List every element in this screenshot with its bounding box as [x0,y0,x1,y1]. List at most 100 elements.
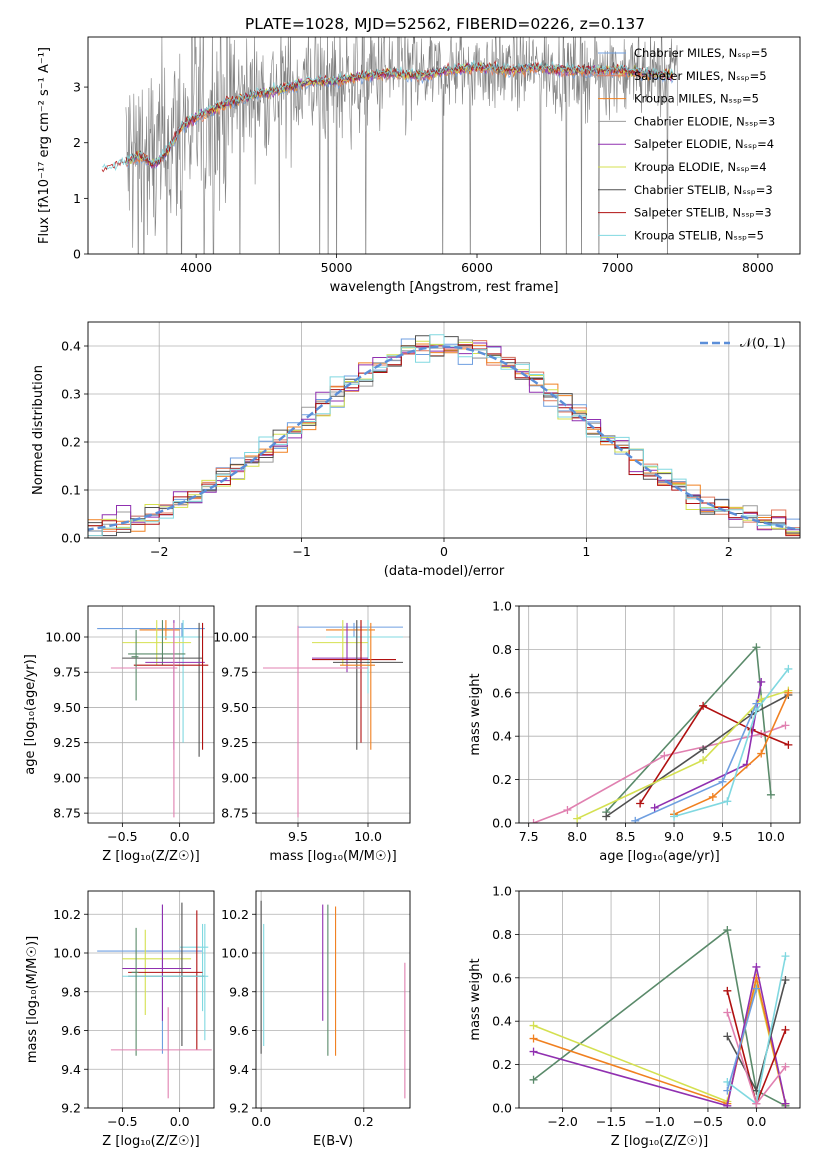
weight-marker [631,816,640,823]
weight-marker [529,1034,538,1043]
x-tick-label: −0.5 [107,829,137,844]
x-tick-label: 0.2 [354,1114,374,1129]
panel-spectrum: 4000 5000 6000 7000 8000 0 1 2 3 wavelength [Angs… [37,36,801,295]
y-tick-label: 9.75 [53,665,81,680]
legend-entry: Kroupa ELODIE, Nₛₛₚ=4 [634,160,767,174]
x-axis-label: mass [log₁₀(M/M☉)] [269,849,396,864]
y-tick-label: 10.0 [53,946,81,961]
weight-marker [636,799,645,808]
y-tick-label: 0.6 [492,685,512,700]
weight-line [726,988,758,1091]
legend-entry: Chabrier MILES, Nₛₛₚ=5 [634,46,768,60]
y-tick-label: 9.2 [229,1101,249,1116]
y-axis-label: age [log₁₀(age/yr)] [23,654,38,775]
weight-marker [718,777,727,786]
histogram-series-8 [88,334,800,537]
axes-age-vs-mass: 9.5 10.0 8.75 9.00 9.25 9.50 9.75 10.00 mass [lo… [213,605,411,864]
x-axis-label: Z [log₁₀(Z/Z☉)] [611,1134,708,1149]
y-tick-label: 3 [73,80,81,95]
y-tick-label: 0.4 [492,1014,512,1029]
x-tick-label: 8.5 [616,829,636,844]
x-axis-label: Z [log₁₀(Z/Z☉)] [102,1134,199,1149]
axes-mass-vs-Z: −0.5 0.0 9.2 9.4 9.6 9.8 10.0 10.2 Z [log₁₀(Z/Z☉… [25,890,215,1149]
weight-line [533,928,786,1107]
plot-area-weight-vs-Z [519,891,800,1108]
y-tick-label: 10.2 [53,907,81,922]
weight-marker [529,1021,538,1030]
y-tick-label: 9.8 [229,984,249,999]
x-axis-label: Z [log₁₀(Z/Z☉)] [102,849,199,864]
y-tick-label: 9.00 [53,770,81,785]
y-tick-label: 0.2 [61,435,81,450]
y-tick-label: 10.00 [45,630,81,645]
weight-marker [699,701,708,710]
y-axis-label: mass [log₁₀(M/M☉)] [25,936,40,1063]
weight-marker [660,751,669,760]
weight-line [639,704,789,804]
weight-marker [708,792,717,801]
weight-marker [573,814,582,823]
x-tick-label: 0.0 [170,1114,190,1129]
x-tick-label: 0 [440,544,448,559]
plot-area-spectrum [101,37,678,254]
x-tick-label: 8000 [742,260,774,275]
plot-area-age-vs-mass [256,606,410,823]
axes-spectrum: 4000 5000 6000 7000 8000 0 1 2 3 wavelength [Angs… [37,36,801,295]
weight-marker [784,740,793,749]
y-tick-label: 9.50 [221,700,249,715]
weight-marker [757,749,766,758]
weight-marker [766,790,775,799]
figure-title: PLATE=1028, MJD=52562, FIBERID=0226, z=0… [245,15,645,33]
y-tick-label: 0.4 [61,339,81,354]
weight-marker [670,812,679,821]
x-tick-label: −2 [150,544,168,559]
legend-entry: Salpeter ELODIE, Nₛₛₚ=4 [634,137,774,151]
panel-mass-vs-ebv: 0.0 0.2 9.2 9.4 9.6 9.8 10.0 10.2 E(B-V) [221,890,411,1149]
axes-frame [255,605,411,824]
axes-frame [255,890,411,1109]
weight-marker [723,1101,732,1108]
panel-weight-vs-Z: −2.0 −1.5 −1.0 −0.5 0.0 0.0 0.2 0.4 0.6 0.8 1.0 Z [… [468,884,801,1149]
plot-area-weight-vs-age [519,606,800,823]
x-tick-label: 5000 [321,260,353,275]
y-tick-label: 10.2 [221,907,249,922]
legend-entry: Salpeter STELIB, Nₛₛₚ=3 [634,206,772,220]
model-line-8 [101,60,674,172]
x-tick-label: 10.0 [757,829,785,844]
weight-marker [781,1062,790,1071]
panel-mass-vs-Z: −0.5 0.0 9.2 9.4 9.6 9.8 10.0 10.2 Z [log₁₀(Z/Z☉… [25,890,215,1149]
axes-weight-vs-age: 7.5 8.0 8.5 9.0 9.5 10.0 0.0 0.2 0.4 0.6 0.8 1.0 age… [468,599,801,864]
weight-marker [784,664,793,673]
weight-marker [529,1075,538,1084]
y-tick-label: 1 [73,191,81,206]
x-tick-label: −1.5 [596,1114,626,1129]
weight-marker [781,721,790,730]
panel-residuals: −2 −1 0 1 2 0.0 0.1 0.2 0.3 0.4 (data-model)/error… [31,321,801,579]
weight-marker [757,677,766,686]
x-tick-label: 0.0 [170,829,190,844]
x-tick-label: 9.5 [288,829,308,844]
y-tick-label: 9.25 [53,735,81,750]
weight-marker [784,688,793,697]
y-tick-label: 0.4 [492,729,512,744]
weight-marker [650,803,659,812]
axes-frame [87,605,215,824]
y-tick-label: 0.8 [492,642,512,657]
x-tick-label: 4000 [180,260,212,275]
x-axis-label: E(B-V) [313,1134,353,1149]
y-tick-label: 9.6 [61,1023,81,1038]
y-tick-label: 0.0 [492,816,512,831]
axes-frame [87,321,801,539]
y-tick-label: 2 [73,135,81,150]
y-tick-label: 9.50 [53,700,81,715]
y-tick-label: 9.75 [221,665,249,680]
weight-marker [781,975,790,984]
x-tick-label: −1.0 [644,1114,674,1129]
y-tick-label: 0.3 [61,387,81,402]
weight-line [673,692,790,816]
y-tick-label: 0 [73,247,81,262]
y-tick-label: 0.0 [61,531,81,546]
x-tick-label: 1 [582,544,590,559]
weight-marker [723,986,732,995]
weight-marker [752,1099,761,1108]
